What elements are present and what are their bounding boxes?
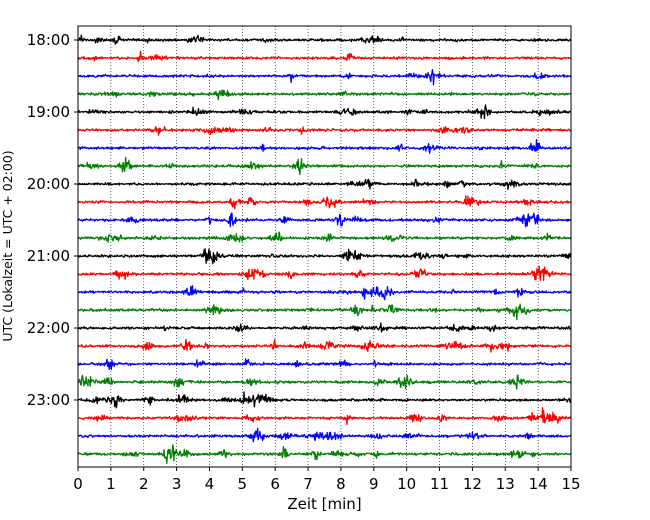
seismic-trace — [77, 69, 572, 86]
seismic-trace — [77, 156, 572, 176]
seismic-trace — [77, 391, 572, 409]
seismic-trace — [77, 285, 572, 301]
y-axis: 18:00 19:00 20:00 21:00 22:00 23:00 — [27, 31, 78, 409]
seismic-trace — [77, 427, 572, 443]
seismic-trace — [77, 104, 572, 120]
seismic-trace — [77, 178, 572, 190]
x-tick-label: 12 — [463, 475, 482, 493]
x-tick-label: 1 — [106, 475, 116, 493]
x-tick-label: 14 — [529, 475, 548, 493]
x-tick-label: 0 — [73, 475, 83, 493]
seismic-trace — [77, 338, 572, 353]
x-tick-label: 10 — [397, 475, 416, 493]
seismic-trace — [77, 303, 572, 321]
x-tick-label: 13 — [496, 475, 515, 493]
seismic-trace — [77, 322, 572, 333]
x-tick-label: 2 — [139, 475, 149, 493]
seismic-trace — [77, 126, 572, 136]
x-tick-label: 15 — [561, 475, 580, 493]
x-tick-label: 5 — [238, 475, 248, 493]
seismic-trace — [77, 231, 572, 243]
x-axis-label: Zeit [min] — [287, 495, 361, 513]
y-axis-label: UTC (Lokalzeit = UTC + 02:00) — [0, 150, 15, 341]
seismic-trace — [77, 138, 572, 154]
y-tick-label: 20:00 — [27, 175, 70, 193]
x-tick-label: 9 — [369, 475, 379, 493]
y-tick-label: 22:00 — [27, 319, 70, 337]
seismic-trace — [77, 374, 572, 390]
trace-group — [77, 34, 572, 465]
seismic-trace — [77, 265, 572, 281]
x-tick-label: 8 — [336, 475, 346, 493]
seismic-trace — [77, 358, 572, 371]
x-tick-label: 6 — [270, 475, 280, 493]
plot-frame — [77, 25, 572, 468]
x-tick-label: 3 — [172, 475, 182, 493]
seismic-trace — [77, 248, 572, 265]
x-axis: 0 1 2 3 4 5 6 7 8 9 10 11 12 13 14 15 — [73, 467, 581, 493]
seismic-trace — [77, 444, 572, 465]
x-tick-label: 7 — [303, 475, 313, 493]
y-tick-label: 18:00 — [27, 31, 70, 49]
seismic-trace — [77, 195, 572, 210]
y-tick-label: 19:00 — [27, 103, 70, 121]
seismic-trace — [77, 89, 572, 101]
seismic-trace — [77, 34, 572, 45]
y-tick-label: 21:00 — [27, 247, 70, 265]
x-tick-label: 11 — [430, 475, 449, 493]
seismic-trace — [77, 407, 572, 426]
y-tick-label: 23:00 — [27, 391, 70, 409]
x-tick-label: 4 — [205, 475, 215, 493]
seismic-trace — [77, 50, 572, 63]
seismic-trace — [77, 212, 572, 228]
